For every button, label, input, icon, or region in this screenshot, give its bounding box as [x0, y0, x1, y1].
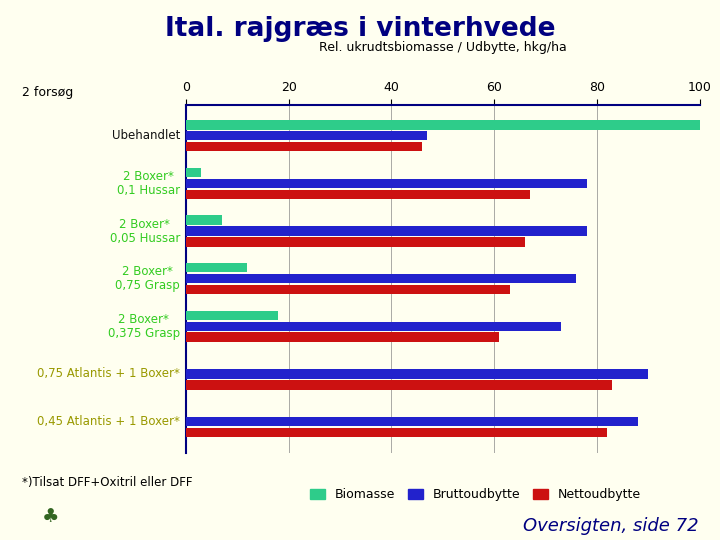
Bar — [186, 237, 525, 247]
Text: 2 Boxer*
0,1 Hussar: 2 Boxer* 0,1 Hussar — [117, 170, 180, 197]
Bar — [186, 321, 561, 331]
Bar — [186, 263, 248, 273]
Bar — [186, 226, 587, 236]
Text: 0,45 Atlantis + 1 Boxer*: 0,45 Atlantis + 1 Boxer* — [37, 415, 180, 428]
Bar — [186, 285, 510, 294]
Text: 2 Boxer*
0,375 Grasp: 2 Boxer* 0,375 Grasp — [108, 313, 180, 340]
Text: *)Tilsat DFF+Oxitril eller DFF: *)Tilsat DFF+Oxitril eller DFF — [22, 476, 192, 489]
Legend: Biomasse, Bruttoudbytte, Nettoudbytte: Biomasse, Bruttoudbytte, Nettoudbytte — [305, 483, 647, 506]
Text: 0,75 Atlantis + 1 Boxer*: 0,75 Atlantis + 1 Boxer* — [37, 367, 180, 380]
Bar — [186, 310, 279, 320]
Bar — [186, 167, 201, 177]
Bar — [186, 131, 428, 140]
Text: Ital. rajgræs i vinterhvede: Ital. rajgræs i vinterhvede — [165, 16, 555, 42]
Bar — [186, 215, 222, 225]
Bar — [186, 369, 649, 379]
Bar — [186, 333, 500, 342]
Bar — [186, 190, 530, 199]
Bar — [186, 428, 607, 437]
Text: Ubehandlet: Ubehandlet — [112, 129, 180, 142]
Bar — [186, 380, 613, 390]
Text: 2 forsøg: 2 forsøg — [22, 86, 73, 99]
X-axis label: Rel. ukrudtsbiomasse / Udbytte, hkg/ha: Rel. ukrudtsbiomasse / Udbytte, hkg/ha — [319, 41, 567, 54]
Bar — [186, 120, 700, 130]
Text: 2 Boxer*
0,05 Hussar: 2 Boxer* 0,05 Hussar — [109, 218, 180, 245]
Bar — [186, 417, 638, 426]
Bar — [186, 142, 422, 151]
Bar — [186, 179, 587, 188]
Text: Oversigten, side 72: Oversigten, side 72 — [523, 517, 698, 535]
Text: ♣: ♣ — [42, 508, 59, 526]
Text: 2 Boxer*
0,75 Grasp: 2 Boxer* 0,75 Grasp — [115, 265, 180, 292]
Bar — [186, 274, 577, 284]
